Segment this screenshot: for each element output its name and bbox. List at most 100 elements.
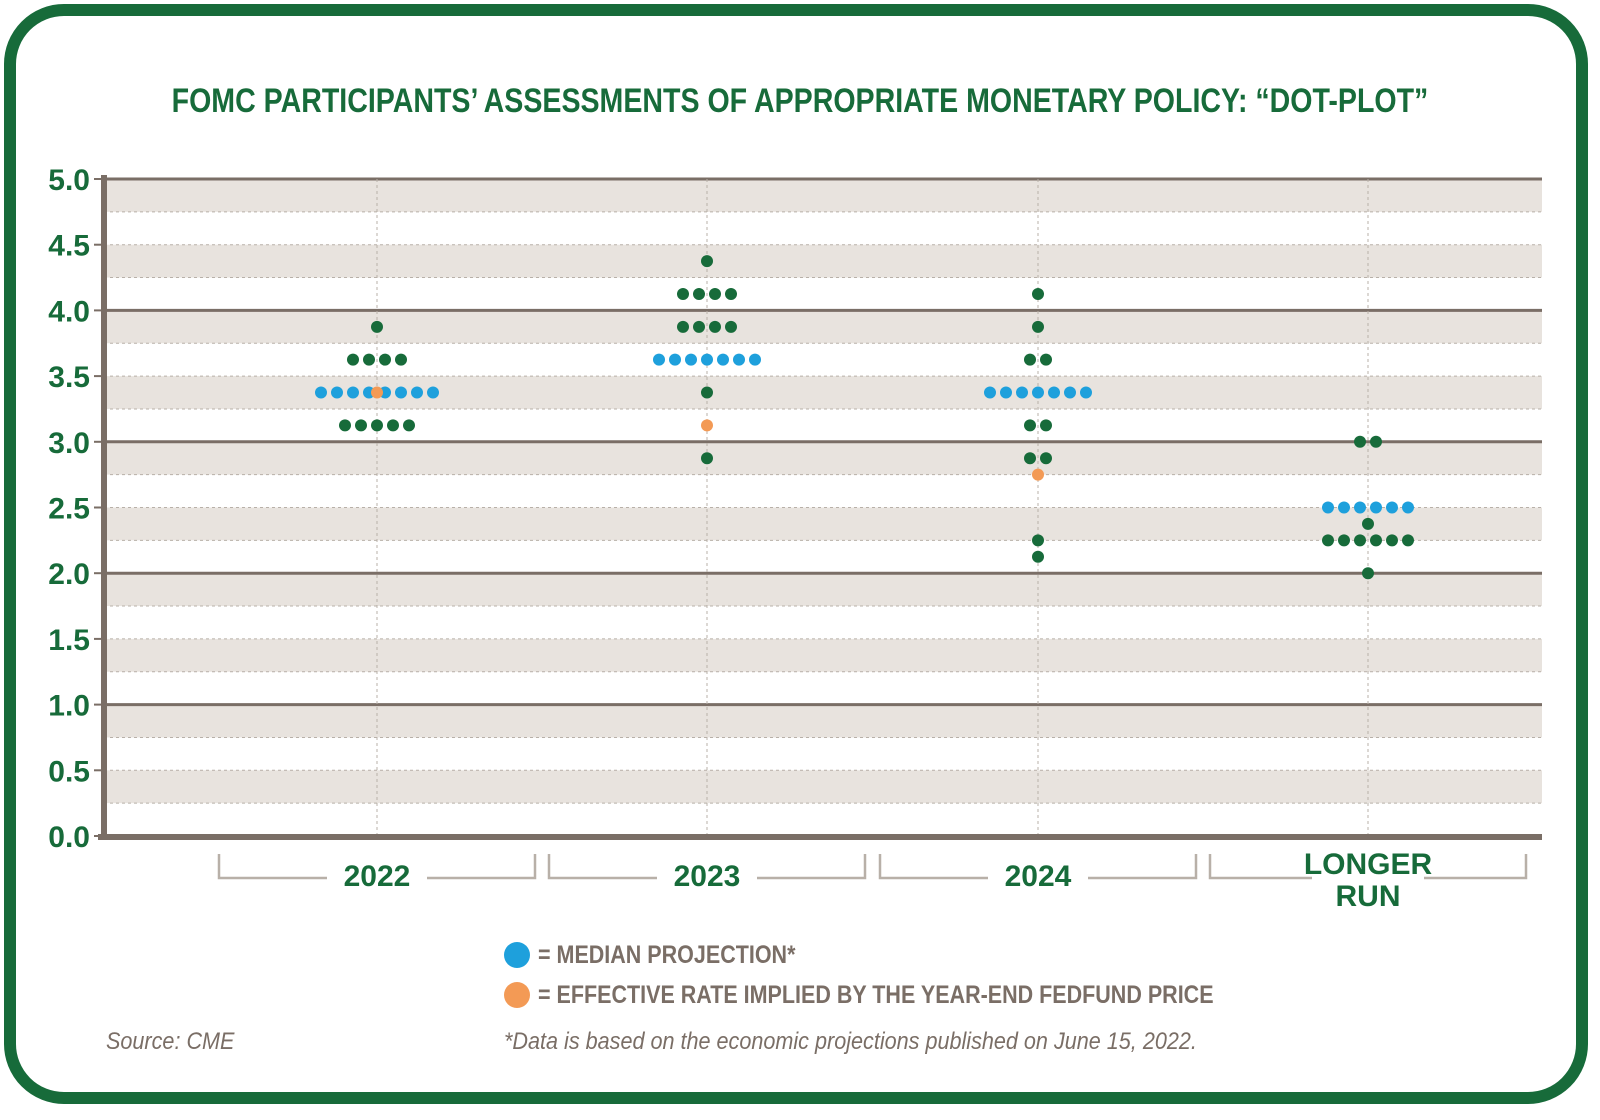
x-category-label: 2024 bbox=[1005, 860, 1072, 893]
participant-dot bbox=[701, 255, 713, 268]
grid-band bbox=[104, 770, 1542, 804]
participant-dot bbox=[371, 320, 383, 333]
median-dot bbox=[1000, 386, 1012, 399]
median-dot bbox=[1386, 501, 1398, 514]
participant-dot bbox=[1024, 419, 1036, 432]
x-category-bracket-right bbox=[427, 854, 537, 880]
y-tick-label: 3.5 bbox=[48, 361, 90, 394]
y-tick-label: 2.5 bbox=[48, 493, 90, 526]
x-category-label: RUN bbox=[1336, 880, 1401, 913]
participant-dot bbox=[701, 452, 713, 465]
median-dot bbox=[411, 386, 423, 399]
source-note: Source: CME bbox=[106, 1028, 235, 1055]
participant-dot bbox=[1040, 419, 1052, 432]
participant-dot bbox=[701, 386, 713, 399]
participant-dot bbox=[1338, 534, 1350, 547]
median-dot bbox=[685, 353, 697, 366]
implied-rate-dot bbox=[701, 419, 713, 432]
participant-dot bbox=[1354, 534, 1366, 547]
median-dot bbox=[1354, 501, 1366, 514]
median-dot bbox=[653, 353, 665, 366]
y-tick-label: 0.0 bbox=[48, 821, 90, 854]
y-tick-label: 3.0 bbox=[48, 427, 90, 460]
median-dot bbox=[1048, 386, 1060, 399]
participant-dot bbox=[1040, 452, 1052, 465]
participant-dot bbox=[709, 320, 721, 333]
participant-dot bbox=[1024, 353, 1036, 366]
grid-band bbox=[104, 244, 1542, 278]
y-tick-label: 4.0 bbox=[48, 295, 90, 328]
legend-implied-rate: = EFFECTIVE RATE IMPLIED BY THE YEAR-END… bbox=[504, 980, 1324, 1010]
grid-band bbox=[104, 179, 1542, 212]
participant-dot bbox=[1362, 567, 1374, 580]
participant-dot bbox=[1032, 287, 1044, 300]
chart-title: FOMC PARTICIPANTS’ ASSESSMENTS OF APPROP… bbox=[171, 82, 1429, 120]
participant-dot bbox=[379, 353, 391, 366]
participant-dot bbox=[677, 287, 689, 300]
median-dot bbox=[669, 353, 681, 366]
participant-dot bbox=[693, 320, 705, 333]
grid-band bbox=[104, 638, 1542, 672]
x-category-bracket-right bbox=[757, 854, 867, 880]
y-tick-label: 1.0 bbox=[48, 690, 90, 723]
x-category-label: 2023 bbox=[674, 860, 741, 893]
participant-dot bbox=[1362, 517, 1374, 530]
grid-band bbox=[104, 310, 1542, 344]
participant-dot bbox=[1032, 320, 1044, 333]
participant-dot bbox=[395, 353, 407, 366]
y-tick-label: 4.5 bbox=[48, 230, 90, 263]
y-tick-label: 1.5 bbox=[48, 624, 90, 657]
x-category-bracket-left bbox=[217, 854, 327, 880]
y-tick-label: 5.0 bbox=[48, 164, 90, 197]
grid-band bbox=[104, 441, 1542, 475]
participant-dot bbox=[363, 353, 375, 366]
participant-dot bbox=[1040, 353, 1052, 366]
participant-dot bbox=[1032, 550, 1044, 563]
median-dot bbox=[1338, 501, 1350, 514]
legend-median-label: = MEDIAN PROJECTION* bbox=[538, 940, 796, 969]
median-dot bbox=[1370, 501, 1382, 514]
legend-implied-rate-label: = EFFECTIVE RATE IMPLIED BY THE YEAR-END… bbox=[538, 980, 1214, 1009]
median-dot bbox=[1064, 386, 1076, 399]
implied-rate-dot bbox=[1032, 468, 1044, 481]
y-tick-label: 0.5 bbox=[48, 755, 90, 788]
grid-band bbox=[104, 573, 1542, 607]
x-category-bracket-left bbox=[1208, 854, 1312, 880]
participant-dot bbox=[1370, 534, 1382, 547]
implied-rate-dot bbox=[371, 386, 383, 399]
legend-median-dot bbox=[504, 942, 530, 968]
median-dot bbox=[733, 353, 745, 366]
participant-dot bbox=[1402, 534, 1414, 547]
participant-dot bbox=[371, 419, 383, 432]
x-category-bracket-right bbox=[1088, 854, 1198, 880]
grid-band bbox=[104, 507, 1542, 541]
median-dot bbox=[749, 353, 761, 366]
legend-median: = MEDIAN PROJECTION* bbox=[504, 940, 837, 970]
participant-dot bbox=[1370, 435, 1382, 448]
median-dot bbox=[315, 386, 327, 399]
median-dot bbox=[701, 353, 713, 366]
participant-dot bbox=[387, 419, 399, 432]
median-dot bbox=[1080, 386, 1092, 399]
median-dot bbox=[395, 386, 407, 399]
footnote: *Data is based on the economic projectio… bbox=[504, 1028, 1197, 1055]
participant-dot bbox=[347, 353, 359, 366]
median-dot bbox=[1402, 501, 1414, 514]
participant-dot bbox=[693, 287, 705, 300]
grid-band bbox=[104, 704, 1542, 738]
median-dot bbox=[717, 353, 729, 366]
x-category-label: 2022 bbox=[344, 860, 411, 893]
median-dot bbox=[1032, 386, 1044, 399]
median-dot bbox=[427, 386, 439, 399]
x-category-label: LONGER bbox=[1304, 848, 1433, 881]
x-category-bracket-left bbox=[878, 854, 988, 880]
participant-dot bbox=[403, 419, 415, 432]
legend-implied-rate-dot bbox=[504, 982, 530, 1008]
median-dot bbox=[331, 386, 343, 399]
median-dot bbox=[347, 386, 359, 399]
participant-dot bbox=[1322, 534, 1334, 547]
median-dot bbox=[1322, 501, 1334, 514]
x-category-bracket-left bbox=[547, 854, 657, 880]
participant-dot bbox=[725, 287, 737, 300]
